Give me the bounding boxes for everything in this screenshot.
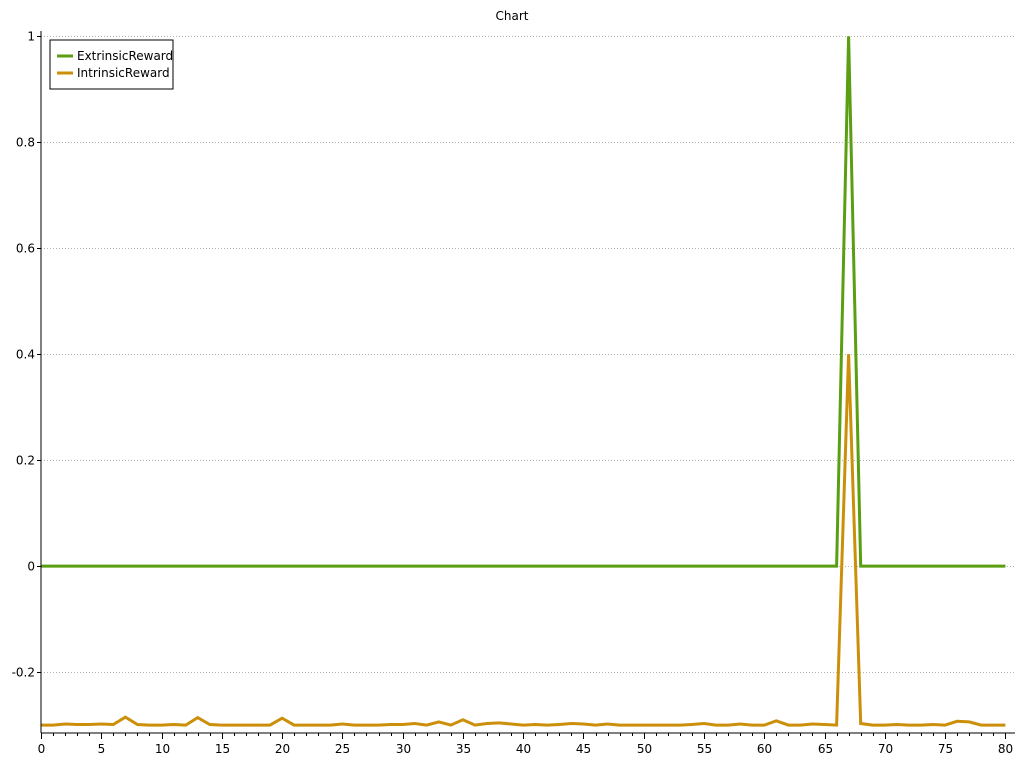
x-tick-label: 35 (456, 742, 471, 756)
series-lines (41, 36, 1006, 727)
x-axis-ticks: 0 5 10 15 20 25 30 35 40 45 50 55 60 65 70 75 80 (38, 733, 1013, 756)
x-tick-label: 50 (637, 742, 652, 756)
y-tick-label: 0.4 (16, 348, 35, 362)
x-tick-label: 70 (878, 742, 893, 756)
x-tick-label: 55 (697, 742, 712, 756)
y-axis-ticks: -0.2 0 0.2 0.4 0.6 0.8 1 (12, 30, 41, 680)
legend: ExtrinsicReward IntrinsicReward (49, 39, 174, 90)
x-tick-label: 80 (998, 742, 1013, 756)
x-tick-label: 20 (275, 742, 290, 756)
x-tick-label: 60 (757, 742, 772, 756)
x-tick-label: 75 (938, 742, 953, 756)
y-tick-label: -0.2 (12, 666, 35, 680)
x-tick-label: 30 (396, 742, 411, 756)
plot-background (41, 31, 1015, 733)
x-tick-label: 15 (215, 742, 230, 756)
x-tick-label: 10 (155, 742, 170, 756)
y-tick-label: 0.2 (16, 454, 35, 468)
y-tick-label: 0 (27, 560, 35, 574)
chart-title: Chart (495, 9, 529, 23)
x-tick-label: 65 (818, 742, 833, 756)
x-tick-label: 40 (516, 742, 531, 756)
legend-label-intrinsic: IntrinsicReward (77, 66, 170, 80)
x-tick-label: 45 (576, 742, 591, 756)
legend-box (49, 39, 174, 90)
x-tick-label: 25 (335, 742, 350, 756)
x-tick-label: 5 (98, 742, 106, 756)
x-tick-label: 0 (38, 742, 46, 756)
y-tick-label: 1 (27, 30, 35, 44)
legend-label-extrinsic: ExtrinsicReward (77, 49, 173, 63)
y-tick-label: 0.8 (16, 136, 35, 150)
series-line-extrinsicreward (41, 36, 1006, 568)
series-line-intrinsicreward (41, 354, 1006, 727)
y-tick-label: 0.6 (16, 242, 35, 256)
